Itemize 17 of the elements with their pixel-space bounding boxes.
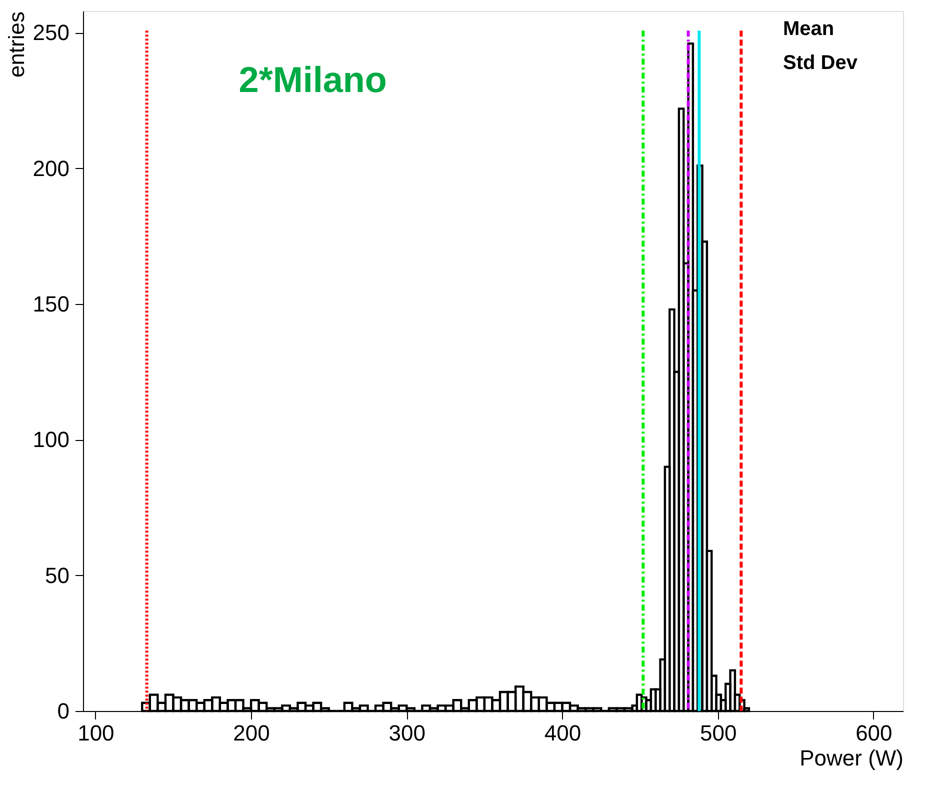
y-tick-label: 50 <box>45 562 70 588</box>
x-tick-label: 200 <box>233 720 270 746</box>
annotation: 2*Milano <box>238 59 387 100</box>
x-tick-label: 300 <box>388 720 426 746</box>
x-tick-label: 100 <box>78 720 114 746</box>
annotation: Std Dev <box>783 52 858 74</box>
x-tick-label: 400 <box>544 720 582 746</box>
y-tick-label: 200 <box>32 156 70 181</box>
y-tick-label: 150 <box>32 292 70 317</box>
x-tick-label: 500 <box>700 720 737 746</box>
x-axis-title: Power (W) <box>800 746 904 770</box>
y-tick-label: 0 <box>57 698 70 724</box>
y-tick-label: 250 <box>32 20 70 46</box>
y-axis-title: entries <box>4 12 29 78</box>
annotation: Mean <box>783 18 834 40</box>
y-tick-label: 100 <box>32 427 70 452</box>
x-tick-label: 600 <box>856 720 892 746</box>
